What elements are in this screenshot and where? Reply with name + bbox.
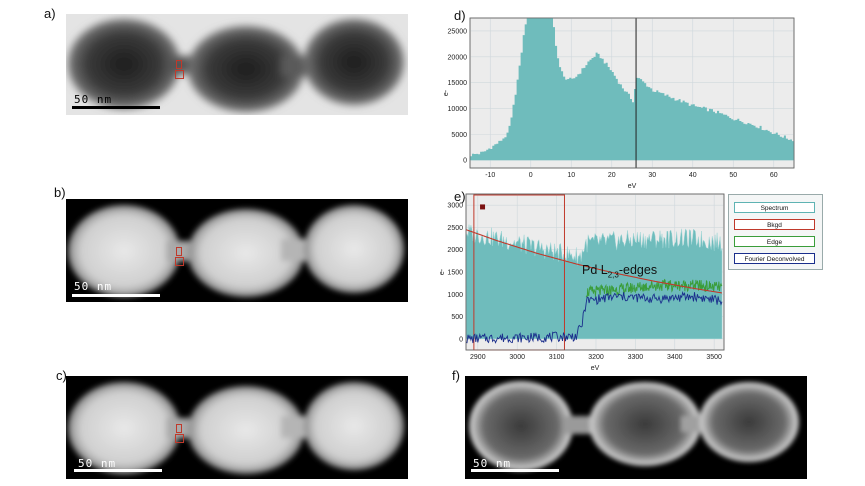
panel-b-scale-bar	[72, 294, 160, 297]
chart-e-series-bkgd	[466, 229, 723, 294]
chart-e-ytick-label: 1000	[447, 292, 463, 299]
legend-item-fourier: Fourier Deconvolved	[734, 253, 815, 264]
panel-c-roi-small	[176, 424, 182, 433]
panel-a-roi-big	[175, 70, 184, 79]
chart-d-xtick-label: 30	[648, 172, 656, 179]
legend-item-bkgd-label: Bkgd	[767, 222, 782, 229]
legend-item-spectrum: Spectrum	[734, 202, 815, 213]
chart-d-ylabel: e-	[443, 89, 450, 96]
panel-c-haadf-image: 50 nm	[66, 376, 408, 479]
panel-f-scale-bar	[471, 469, 559, 472]
chart-d-xtick-label: 20	[608, 172, 616, 179]
panel-e-label: e)	[454, 189, 466, 204]
panel-b-scale-label: 50 nm	[74, 280, 113, 293]
legend-item-fourier-label: Fourier Deconvolved	[744, 256, 805, 263]
panel-b-particles	[68, 205, 404, 297]
chart-e-xlabel: eV	[591, 365, 600, 370]
chart-d-ytick-label: 5000	[451, 132, 467, 139]
chart-d-xtick-label: 0	[529, 172, 533, 179]
pd-edge-annotation: Pd L2,3-edges	[582, 263, 657, 280]
panel-a-scale-bar	[72, 106, 160, 109]
panel-c-roi-big	[175, 434, 184, 443]
chart-d-ytick-label: 10000	[448, 106, 468, 113]
chart-e-series-spectrum	[466, 224, 723, 340]
chart-d-ytick-label: 0	[463, 158, 467, 165]
chart-e-xtick-label: 3200	[588, 354, 604, 361]
legend-item-edge: Edge	[734, 236, 815, 247]
panel-f-label: f)	[452, 368, 460, 383]
chart-e-svg: 2900 3000 3100 3200 3300 3400 3500 0 500 1000 1500…	[439, 193, 725, 370]
chart-d-xtick-label: 50	[729, 172, 737, 179]
chart-d-xtick-label: 10	[567, 172, 575, 179]
chart-e-ytick-label: 0	[459, 336, 463, 343]
chart-e-series-edge	[585, 278, 723, 298]
chart-e-xtick-label: 3400	[667, 354, 683, 361]
chart-d-spectrum-area	[470, 18, 794, 161]
chart-e-xtick-label: 2900	[470, 354, 486, 361]
panel-c-particles	[68, 382, 404, 474]
chart-e-ytick-label: 2000	[447, 247, 463, 254]
chart-d-xtick-label: 60	[770, 172, 778, 179]
panel-a-scale-label: 50 nm	[74, 93, 113, 106]
legend-item-bkgd: Bkgd	[734, 219, 815, 230]
pd-edge-annotation-prefix: Pd L	[582, 263, 608, 277]
legend-item-edge-label: Edge	[766, 239, 783, 246]
chart-d-svg: -10 0 10 20 30 40 50 60 0 5000 10000 15000 20000 2500…	[443, 17, 795, 188]
panel-a-label: a)	[44, 6, 56, 21]
chart-d-xtick-label: 40	[689, 172, 697, 179]
chart-e-frame	[465, 193, 725, 351]
pd-edge-annotation-sub: 2,3	[607, 270, 619, 280]
panel-c-scale-bar	[74, 469, 162, 472]
chart-e-ylabel: e-	[439, 268, 446, 275]
chart-d-xlabel: eV	[628, 183, 637, 188]
panel-a-roi-small	[176, 60, 182, 69]
chart-e-series-fourier	[466, 291, 723, 344]
pd-edge-annotation-suffix: -edges	[618, 263, 658, 277]
panel-b-roi-big	[175, 257, 184, 266]
chart-d-frame	[469, 17, 795, 169]
chart-d-ytick-label: 20000	[448, 54, 468, 61]
chart-e-xtick-label: 3500	[706, 354, 722, 361]
panel-b-haadf-image: 50 nm	[66, 199, 408, 302]
chart-e-ytick-label: 2500	[447, 225, 463, 232]
chart-e-ytick-label: 500	[451, 314, 463, 321]
chart-e-ytick-label: 3000	[447, 203, 463, 210]
panel-a-tem-image: 50 nm	[66, 14, 408, 115]
panel-c-label: c)	[56, 368, 67, 383]
chart-d-xtick-label: -10	[485, 172, 495, 179]
panel-f-eels-map: 50 nm	[465, 376, 807, 479]
panel-f-particles	[469, 381, 799, 471]
chart-e-fit-marker	[480, 204, 486, 210]
panel-f-scale-label: 50 nm	[473, 457, 512, 470]
chart-e-xtick-label: 3000	[509, 354, 525, 361]
legend-item-spectrum-label: Spectrum	[760, 205, 789, 212]
panel-d-label: d)	[454, 8, 466, 23]
panel-b-roi-small	[176, 247, 182, 256]
chart-e-xtick-label: 3300	[628, 354, 644, 361]
panel-b-label: b)	[54, 185, 66, 200]
panel-a-particles	[68, 19, 404, 112]
chart-e-ytick-label: 1500	[447, 270, 463, 277]
panel-c-scale-label: 50 nm	[78, 457, 117, 470]
chart-d-ytick-label: 25000	[448, 28, 468, 35]
chart-e-legend: Spectrum Bkgd Edge Fourier Deconvolved	[728, 194, 823, 270]
chart-d-ytick-label: 15000	[448, 80, 468, 87]
chart-e-xtick-label: 3100	[549, 354, 565, 361]
